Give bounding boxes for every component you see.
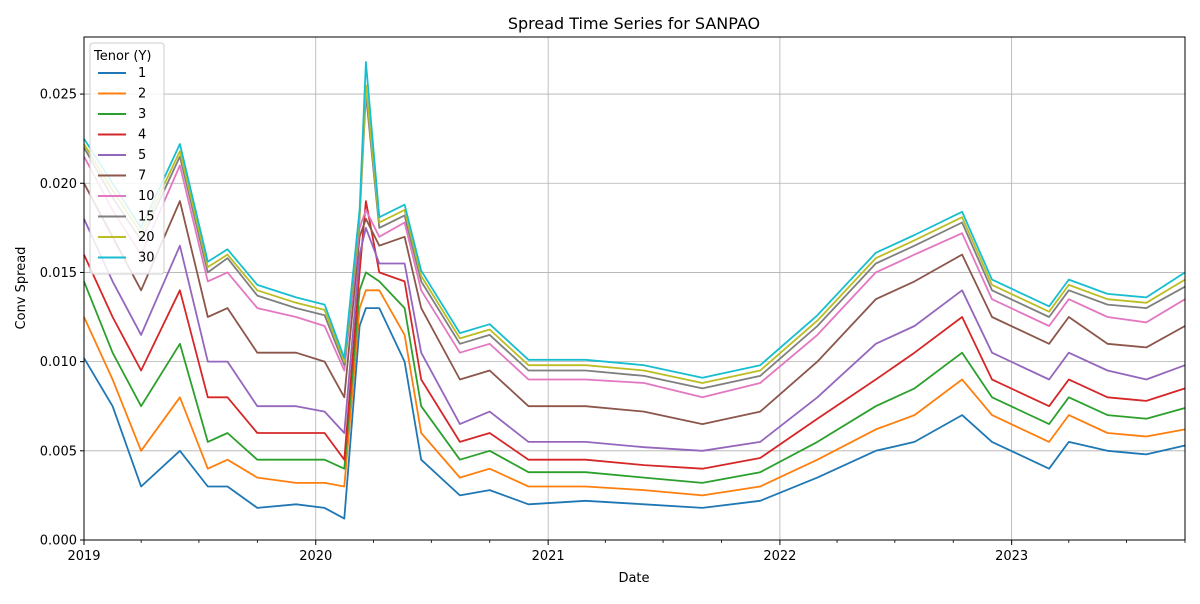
series-line-2 <box>83 289 1186 497</box>
legend-label-7: 7 <box>138 169 146 184</box>
series-line-30 <box>83 61 1186 379</box>
legend-label-4: 4 <box>138 128 146 143</box>
y-tick-label: 0.015 <box>40 266 77 281</box>
y-tick-label: 0.020 <box>40 177 77 192</box>
series-line-1 <box>83 307 1186 520</box>
x-axis-label: Date <box>618 571 649 586</box>
series-line-20 <box>83 84 1186 384</box>
chart-title: Spread Time Series for SANPAO <box>508 14 760 33</box>
y-tick-label: 0.025 <box>40 88 77 103</box>
series-line-4 <box>83 200 1186 470</box>
series-line-15 <box>83 93 1186 390</box>
series-line-10 <box>83 156 1186 399</box>
x-tick-label: 2020 <box>299 549 332 564</box>
legend-label-30: 30 <box>138 251 155 266</box>
series-line-5 <box>83 218 1186 452</box>
legend-label-15: 15 <box>138 210 155 225</box>
legend-label-10: 10 <box>138 189 155 204</box>
legend-label-3: 3 <box>138 107 146 122</box>
x-tick-label: 2021 <box>532 549 565 564</box>
legend-title: Tenor (Y) <box>93 49 151 64</box>
x-tick-label: 2022 <box>763 549 796 564</box>
plot-frame <box>83 36 1186 541</box>
legend-label-2: 2 <box>138 87 146 102</box>
legend-label-5: 5 <box>138 148 146 163</box>
x-tick-label: 2019 <box>67 549 100 564</box>
y-tick-label: 0.005 <box>40 444 77 459</box>
legend-label-20: 20 <box>138 230 155 245</box>
series-line-3 <box>83 271 1186 484</box>
series-lines <box>83 61 1186 520</box>
grid-lines <box>83 37 1185 541</box>
x-tick-label: 2023 <box>995 549 1028 564</box>
legend-label-1: 1 <box>138 66 146 81</box>
series-line-7 <box>83 182 1186 426</box>
y-axis-label: Conv Spread <box>14 247 29 330</box>
y-tick-label: 0.010 <box>40 355 77 370</box>
legend: Tenor (Y) 1 2 3 4 5 7 10 15 20 30 <box>89 42 165 275</box>
y-tick-label: 0.000 <box>40 534 77 549</box>
